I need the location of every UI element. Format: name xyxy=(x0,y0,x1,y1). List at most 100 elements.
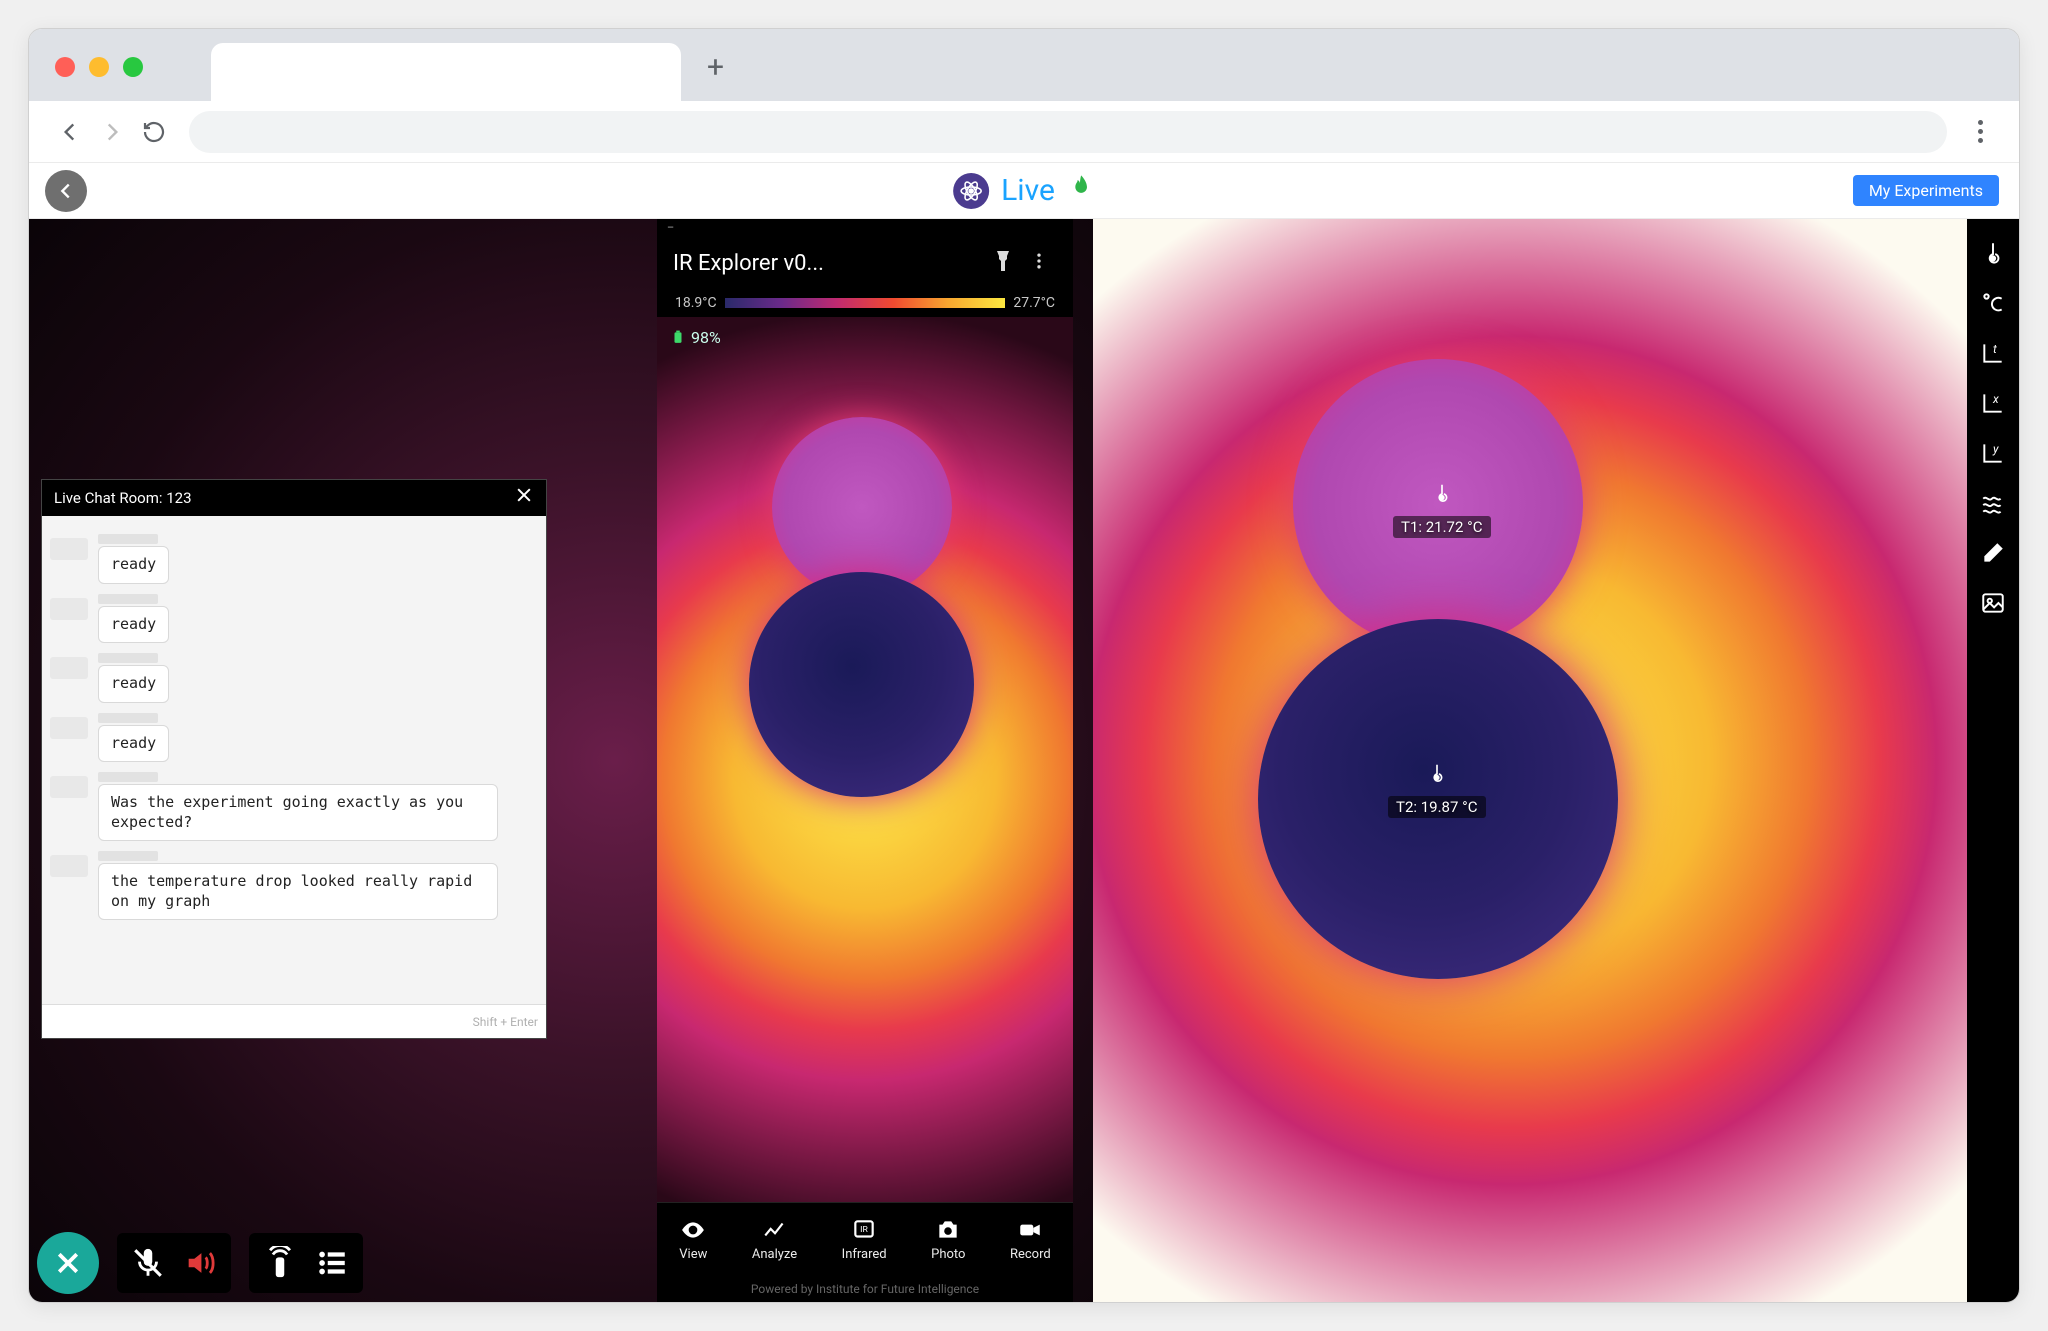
nav-back-button[interactable] xyxy=(49,111,91,153)
app-back-button[interactable] xyxy=(45,170,87,212)
chat-messages[interactable]: ready ready ready ready Was the experiment g… xyxy=(42,516,546,1004)
chat-message-row: ready xyxy=(50,713,538,763)
page-title: Live xyxy=(1001,173,1055,208)
phone-app-title: IR Explorer v0... xyxy=(673,251,985,276)
reload-button[interactable] xyxy=(133,111,175,153)
temp-min-label: 18.9°C xyxy=(675,295,717,311)
flame-icon xyxy=(1067,173,1095,208)
tool-eraser-icon[interactable] xyxy=(1971,531,2015,575)
chat-avatar xyxy=(50,776,88,798)
analysis-toolbar: t x y xyxy=(1967,219,2019,1302)
my-experiments-button[interactable]: My Experiments xyxy=(1853,175,1999,206)
chat-message-row: ready xyxy=(50,653,538,703)
tool-waves-icon[interactable] xyxy=(1971,481,2015,525)
phone-tab-record[interactable]: Record xyxy=(1010,1217,1051,1262)
tool-celsius-icon[interactable] xyxy=(1971,281,2015,325)
browser-tab-strip: + xyxy=(29,29,2019,101)
live-video-pane: – IR Explorer v0... 18.9°C 27.7°C xyxy=(29,219,1093,1302)
temp-max-label: 27.7°C xyxy=(1013,295,1055,311)
chat-bubble: ready xyxy=(98,546,169,584)
chat-sender xyxy=(98,594,158,604)
chat-avatar xyxy=(50,657,88,679)
chat-sender xyxy=(98,534,158,544)
maximize-window-button[interactable] xyxy=(123,57,143,77)
flashlight-icon[interactable] xyxy=(985,249,1021,277)
chat-avatar xyxy=(50,855,88,877)
chat-sender xyxy=(98,713,158,723)
svg-text:IR: IR xyxy=(860,1225,868,1235)
phone-menu-icon[interactable] xyxy=(1021,251,1057,275)
chat-bubble: the temperature drop looked really rapid… xyxy=(98,863,498,920)
tool-control-group xyxy=(249,1233,363,1293)
chat-bubble: ready xyxy=(98,665,169,703)
chat-message-row: Was the experiment going exactly as you … xyxy=(50,772,538,841)
end-call-button[interactable] xyxy=(37,1232,99,1294)
chat-input-hint: Shift + Enter xyxy=(473,1015,538,1029)
mute-mic-button[interactable] xyxy=(131,1246,165,1280)
phone-tab-photo[interactable]: Photo xyxy=(931,1217,965,1262)
color-scale-bar xyxy=(725,298,1006,308)
phone-tab-label: Record xyxy=(1010,1247,1051,1262)
av-control-group xyxy=(117,1233,231,1293)
content-area: – IR Explorer v0... 18.9°C 27.7°C xyxy=(29,219,2019,1302)
phone-thermal-view: 98% xyxy=(657,317,1073,1202)
tool-image-icon[interactable] xyxy=(1971,581,2015,625)
temperature-scale: 18.9°C 27.7°C xyxy=(657,289,1073,317)
mute-speaker-button[interactable] xyxy=(183,1246,217,1280)
temperature-label: T1: 21.72 °C xyxy=(1393,516,1491,538)
nav-forward-button xyxy=(91,111,133,153)
minimize-window-button[interactable] xyxy=(89,57,109,77)
phone-status-bar: – xyxy=(657,219,1073,237)
phone-footer-text: Powered by Institute for Future Intellig… xyxy=(657,1276,1073,1302)
temperature-reading[interactable]: T1: 21.72 °C xyxy=(1393,479,1491,538)
browser-toolbar xyxy=(29,101,2019,163)
url-field[interactable] xyxy=(189,111,1947,153)
chat-message-row: ready xyxy=(50,594,538,644)
battery-percent: 98% xyxy=(691,328,721,347)
chat-sender xyxy=(98,772,158,782)
thermal-blob-upper xyxy=(772,417,952,597)
browser-menu-button[interactable] xyxy=(1961,113,1999,151)
battery-indicator: 98% xyxy=(671,327,721,347)
tool-y-axis-icon[interactable]: y xyxy=(1971,431,2015,475)
call-controls xyxy=(37,1232,363,1294)
chat-panel: Live Chat Room: 123 readyreadyreadyready… xyxy=(41,479,547,1039)
temperature-reading[interactable]: T2: 19.87 °C xyxy=(1388,759,1486,818)
tool-x-axis-icon[interactable]: x xyxy=(1971,381,2015,425)
close-chat-button[interactable] xyxy=(514,485,534,511)
browser-window: + Live xyxy=(28,28,2020,1303)
close-window-button[interactable] xyxy=(55,57,75,77)
phone-tab-analyze[interactable]: Analyze xyxy=(752,1217,797,1262)
tool-time-axis-icon[interactable]: t xyxy=(1971,331,2015,375)
tool-thermometer-icon[interactable] xyxy=(1971,231,2015,275)
thermal-image-large[interactable]: T1: 21.72 °C T2: 19.87 °C xyxy=(1093,219,1967,1302)
chat-title: Live Chat Room: 123 xyxy=(54,489,192,507)
chat-avatar xyxy=(50,717,88,739)
temperature-label: T2: 19.87 °C xyxy=(1388,796,1486,818)
chat-avatar xyxy=(50,598,88,620)
analysis-pane: T1: 21.72 °C T2: 19.87 °C t x y xyxy=(1093,219,2019,1302)
phone-tab-label: Analyze xyxy=(752,1247,797,1262)
phone-bottom-tabs: View Analyze IR Infrared Photo xyxy=(657,1202,1073,1276)
remote-button[interactable] xyxy=(263,1246,297,1280)
chat-header: Live Chat Room: 123 xyxy=(42,480,546,516)
browser-tab[interactable] xyxy=(211,43,681,101)
phone-tab-infrared[interactable]: IR Infrared xyxy=(842,1217,887,1262)
chat-input[interactable]: Shift + Enter xyxy=(42,1004,546,1038)
header-title-group: Live xyxy=(953,173,1095,209)
app-header: Live My Experiments xyxy=(29,163,2019,219)
chat-bubble: ready xyxy=(98,725,169,763)
chat-sender xyxy=(98,851,158,861)
phone-tab-label: Photo xyxy=(931,1247,965,1262)
thermometer-icon xyxy=(1426,759,1448,794)
phone-tab-view[interactable]: View xyxy=(679,1217,707,1262)
phone-mockup: – IR Explorer v0... 18.9°C 27.7°C xyxy=(657,219,1073,1302)
new-tab-button[interactable]: + xyxy=(707,50,724,85)
list-button[interactable] xyxy=(315,1246,349,1280)
app-logo-icon xyxy=(953,173,989,209)
chat-bubble: ready xyxy=(98,606,169,644)
chat-message-row: the temperature drop looked really rapid… xyxy=(50,851,538,920)
chat-message-row: ready xyxy=(50,534,538,584)
thermometer-icon xyxy=(1431,479,1453,514)
svg-text:x: x xyxy=(1992,392,1999,406)
